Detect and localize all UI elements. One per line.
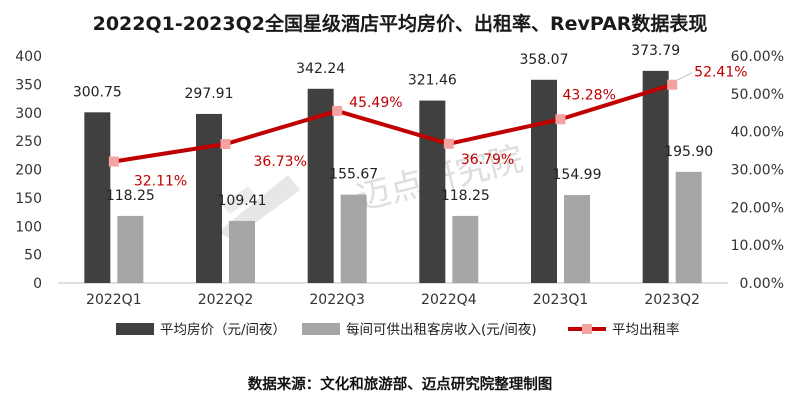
bar-revpar [675,171,702,283]
chart-title: 2022Q1-2023Q2全国星级酒店平均房价、出租率、RevPAR数据表现 [93,12,708,35]
left-tick-label: 50 [24,248,42,264]
legend-label-occupancy: 平均出租率 [612,321,680,338]
occupancy-marker [220,139,231,150]
data-label-occupancy: 43.28% [563,87,616,103]
series-revpar [117,171,702,283]
left-tick-label: 200 [15,163,42,179]
left-tick-label: 350 [15,77,42,93]
data-label-revpar: 195.90 [664,144,713,160]
right-tick-label: 60.00% [731,49,784,65]
data-label-occupancy: 36.79% [461,152,514,168]
left-tick-label: 0 [33,276,42,292]
bar-revpar [564,195,590,283]
left-tick-label: 400 [15,49,42,65]
legend-label-average-price: 平均房价（元/间夜） [160,322,286,338]
bar-average-price [196,113,222,284]
bar-labels: 300.75 118.25 297.91 109.41 342.24 155.67 321.… [73,43,713,209]
data-label-revpar: 154.99 [553,167,602,183]
data-label-revpar: 109.41 [218,193,267,209]
legend-swatch-average-price [116,323,154,335]
data-label-average-price: 358.07 [520,52,569,68]
source-note: 数据来源：文化和旅游部、迈点研究院整理制图 [248,375,553,393]
bar-revpar [340,194,367,283]
data-label-average-price: 342.24 [296,61,345,77]
data-label-occupancy: 45.49% [349,95,402,111]
occupancy-marker [667,79,678,90]
rate-labels: 32.11% 36.73% 45.49% 36.79% 43.28% 52.41% [134,65,748,190]
data-label-average-price: 300.75 [73,84,122,100]
data-label-revpar: 118.25 [106,188,155,204]
right-tick-label: 40.00% [731,125,784,141]
category-label: 2023Q1 [533,292,589,308]
leader-line [675,72,693,82]
legend: 平均房价（元/间夜） 每间可供出租客房收入(元/间夜) 平均出租率 [116,321,680,338]
right-tick-label: 0.00% [740,276,784,292]
x-axis: 2022Q1 2022Q2 2022Q3 2022Q4 2023Q1 2023Q2 [86,292,700,308]
occupancy-marker [108,156,119,167]
left-tick-label: 100 [15,219,42,235]
data-label-average-price: 321.46 [408,73,457,89]
data-label-revpar: 155.67 [329,167,378,183]
category-label: 2022Q2 [198,292,254,308]
bar-average-price [419,100,446,284]
data-label-occupancy: 32.11% [134,174,187,190]
occupancy-marker [443,138,454,149]
left-tick-label: 150 [15,191,42,207]
category-label: 2023Q2 [644,292,700,308]
right-tick-label: 30.00% [731,163,784,179]
occupancy-marker [332,105,343,116]
series-average-price [84,70,669,284]
bar-average-price [307,88,334,283]
data-label-average-price: 373.79 [631,43,680,59]
category-label: 2022Q1 [86,292,142,308]
left-axis: 0 50 100 150 200 250 300 350 400 [15,49,42,292]
occupancy-marker [555,114,566,125]
bar-average-price [84,112,111,283]
bar-average-price [642,70,669,283]
right-tick-label: 50.00% [731,87,784,103]
occupancy-line [113,82,673,164]
data-label-revpar: 118.25 [441,188,490,204]
data-label-occupancy: 36.73% [254,154,307,170]
legend-swatch-revpar [302,323,340,335]
right-tick-label: 10.00% [731,238,784,254]
legend-label-revpar: 每间可供出租客房收入(元/间夜) [346,321,537,338]
right-axis: 0.00% 10.00% 20.00% 30.00% 40.00% 50.00% 60.00… [731,49,784,292]
data-label-occupancy: 52.41% [694,65,747,81]
category-label: 2022Q3 [309,292,365,308]
left-tick-label: 300 [15,106,42,122]
bar-revpar [452,215,479,283]
left-tick-label: 250 [15,134,42,150]
category-label: 2022Q4 [421,292,477,308]
bar-revpar [117,215,144,283]
legend-swatch-occupancy-marker [582,324,592,334]
right-tick-label: 20.00% [731,200,784,216]
series-occupancy-rate [108,79,678,167]
bar-revpar [229,220,255,283]
bar-average-price [531,79,557,283]
data-label-average-price: 297.91 [185,86,234,102]
